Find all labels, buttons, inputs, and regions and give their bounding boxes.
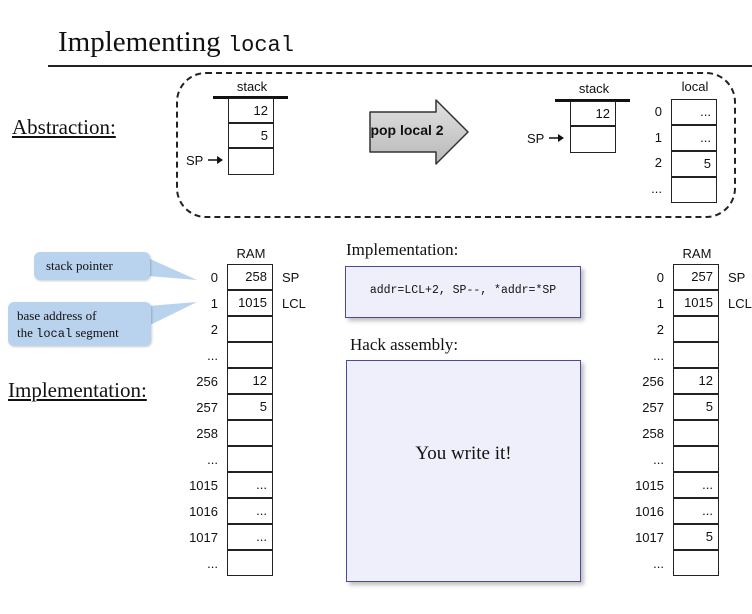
ram-before-header: RAM: [236, 246, 266, 261]
ram-after-index: 256: [642, 374, 664, 389]
pop-arrow-icon: [369, 99, 469, 165]
ram-before-index: 1016: [189, 504, 218, 519]
implementation-panel: addr=LCL+2, SP--, *addr=*SP: [345, 266, 581, 318]
ram-before-index: 258: [196, 426, 218, 441]
base-address-the: the: [17, 325, 33, 340]
ram-after-index: 1017: [635, 530, 664, 545]
ram-after-index: 1016: [635, 504, 664, 519]
ram-before-cell: 5: [227, 394, 273, 420]
implementation-panel-label: Implementation:: [346, 240, 459, 259]
ram-before-index: 1015: [189, 478, 218, 493]
title-text: Implementing: [58, 26, 221, 58]
ram-before-cell: [227, 316, 273, 342]
after-stack-cell: [570, 126, 616, 153]
ram-before-cell: 258: [227, 264, 273, 290]
ram-before-index: ...: [207, 556, 218, 571]
ram-before-index: 0: [210, 270, 218, 285]
ram-before-register-label: SP: [282, 270, 300, 285]
ram-before-cell: [227, 420, 273, 446]
ram-after-cell: 1015: [673, 290, 719, 316]
local-cell: ...: [671, 99, 717, 125]
hack-assembly-placeholder: You write it!: [415, 443, 512, 464]
before-sp-label: SP: [186, 153, 204, 168]
after-stack-header: stack: [578, 81, 610, 96]
before-stack-cell: [228, 148, 274, 175]
callout-pointers: [148, 258, 197, 326]
ram-after-cell: [673, 550, 719, 576]
ram-before-index: ...: [207, 452, 218, 467]
base-address-line2: the local segment: [17, 324, 151, 343]
ram-after-cell: [673, 446, 719, 472]
ram-after-index: ...: [653, 452, 664, 467]
ram-before-cell: 12: [227, 368, 273, 394]
local-index: 0: [654, 104, 662, 119]
ram-after-index: 2: [656, 322, 664, 337]
after-stack-cell: 12: [570, 101, 616, 126]
ram-after-register-label: SP: [728, 270, 746, 285]
local-index: ...: [651, 181, 662, 196]
ram-before-index: ...: [207, 348, 218, 363]
local-cell: [671, 177, 717, 203]
ram-before-cell: ...: [227, 498, 273, 524]
base-address-segment: segment: [75, 325, 119, 340]
ram-after-index: 0: [656, 270, 664, 285]
ram-after-cell: [673, 342, 719, 368]
title-rule: [48, 65, 752, 67]
ram-after-index: 257: [642, 400, 664, 415]
hack-assembly-panel: You write it!: [346, 360, 581, 582]
ram-before-cell: [227, 550, 273, 576]
abstraction-box: [176, 72, 736, 218]
local-cell: 5: [671, 151, 717, 177]
ram-after-cell: [673, 420, 719, 446]
implementation-section-label: Implementation:: [8, 378, 147, 402]
local-cell: ...: [671, 125, 717, 151]
local-header: local: [681, 79, 709, 94]
ram-after-cell: ...: [673, 472, 719, 498]
ram-after-index: 258: [642, 426, 664, 441]
after-sp-arrow-icon: [549, 134, 564, 142]
ram-after-register-label: LCL: [728, 296, 752, 311]
ram-before-cell: [227, 342, 273, 368]
before-stack-top-bar: [213, 96, 288, 99]
base-address-code: local: [36, 327, 73, 341]
before-stack-cell: 12: [228, 98, 274, 123]
ram-before-cell: 1015: [227, 290, 273, 316]
before-stack-cell: 5: [228, 123, 274, 148]
before-sp-arrow-icon: [208, 156, 223, 164]
ram-after-index: ...: [653, 348, 664, 363]
local-index: 2: [654, 155, 662, 170]
pop-command-label: pop local 2: [370, 122, 444, 138]
ram-after-cell: 257: [673, 264, 719, 290]
ram-before-cell: [227, 446, 273, 472]
ram-before-cell: ...: [227, 472, 273, 498]
ram-after-cell: ...: [673, 498, 719, 524]
after-stack-top-bar: [555, 99, 630, 102]
ram-after-index: ...: [653, 556, 664, 571]
ram-before-register-label: LCL: [282, 296, 306, 311]
ram-before-index: 257: [196, 400, 218, 415]
ram-after-cell: 12: [673, 368, 719, 394]
abstraction-label: Abstraction:: [12, 115, 116, 139]
after-sp-label: SP: [527, 131, 545, 146]
stack-pointer-callout: stack pointer: [34, 252, 150, 280]
base-address-callout: base address of the local segment: [8, 302, 151, 346]
ram-after-cell: [673, 316, 719, 342]
base-address-line1: base address of: [17, 308, 97, 323]
ram-after-cell: 5: [673, 524, 719, 550]
title-code: local: [227, 33, 294, 58]
before-stack-header: stack: [236, 79, 268, 94]
page-title: Implementing local: [58, 26, 294, 59]
ram-after-index: 1015: [635, 478, 664, 493]
ram-before-index: 1017: [189, 530, 218, 545]
ram-before-index: 256: [196, 374, 218, 389]
ram-before-index: 2: [210, 322, 218, 337]
ram-after-cell: 5: [673, 394, 719, 420]
ram-before-cell: ...: [227, 524, 273, 550]
implementation-code: addr=LCL+2, SP--, *addr=*SP: [369, 284, 557, 297]
ram-after-header: RAM: [682, 246, 712, 261]
local-index: 1: [654, 130, 662, 145]
ram-after-index: 1: [656, 296, 664, 311]
ram-before-index: 1: [210, 296, 218, 311]
hack-assembly-label: Hack assembly:: [350, 335, 459, 354]
